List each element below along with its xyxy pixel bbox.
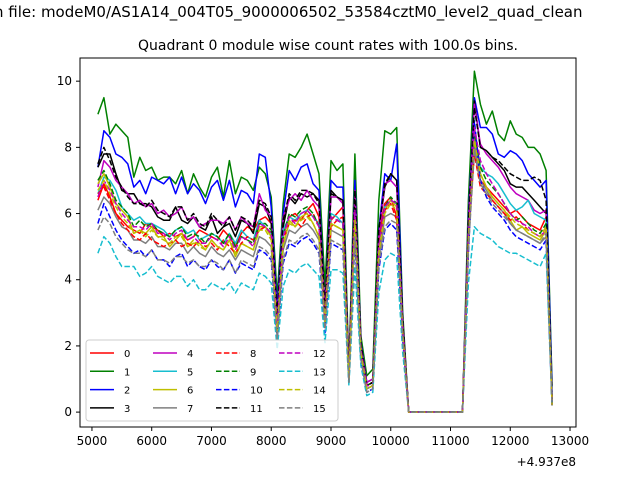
legend-label-8: 8 [250, 349, 256, 360]
x-tick-label: 10000 [372, 434, 410, 448]
series-line-14 [97, 139, 553, 413]
x-tick-label: 6000 [136, 434, 167, 448]
legend-label-14: 14 [313, 386, 326, 397]
x-tick-label: 7000 [196, 434, 227, 448]
x-tick-label: 8000 [256, 434, 287, 448]
figure-suptitle: n file: modeM0/AS1A14_004T05_9000006502_… [0, 3, 583, 22]
legend-box [85, 339, 339, 422]
x-tick-label: 13000 [551, 434, 589, 448]
x-tick-label: 12000 [491, 434, 529, 448]
series-line-15 [97, 149, 553, 413]
legend-label-9: 9 [250, 367, 256, 378]
plot-area [97, 70, 553, 413]
legend-label-10: 10 [250, 386, 263, 397]
legend-label-2: 2 [124, 386, 130, 397]
legend-label-5: 5 [187, 367, 193, 378]
legend-label-13: 13 [313, 367, 326, 378]
x-tick-label: 9000 [316, 434, 347, 448]
axes-frame [79, 57, 577, 428]
y-tick-label: 10 [57, 74, 72, 88]
x-tick-label: 5000 [77, 434, 108, 448]
legend-label-7: 7 [187, 404, 193, 415]
legend-label-6: 6 [187, 386, 193, 397]
y-tick-label: 2 [64, 339, 72, 353]
legend-label-4: 4 [187, 349, 193, 360]
legend-label-3: 3 [124, 404, 130, 415]
y-tick-label: 0 [64, 405, 72, 419]
legend-label-0: 0 [124, 349, 130, 360]
x-offset-label: +4.937e8 [517, 455, 576, 469]
legend-label-11: 11 [250, 404, 263, 415]
x-tick-label: 11000 [431, 434, 469, 448]
y-tick-label: 8 [64, 140, 72, 154]
y-tick-label: 6 [64, 207, 72, 221]
axis-ticks: 5000 6000 7000 8000 9000 10000 11000 12000 13000… [57, 74, 589, 448]
legend-label-15: 15 [313, 404, 326, 415]
legend-label-1: 1 [124, 367, 130, 378]
chart-title: Quadrant 0 module wise count rates with … [138, 38, 518, 54]
legend-label-12: 12 [313, 349, 326, 360]
series-line-1 [97, 70, 553, 413]
y-tick-label: 4 [64, 273, 72, 287]
